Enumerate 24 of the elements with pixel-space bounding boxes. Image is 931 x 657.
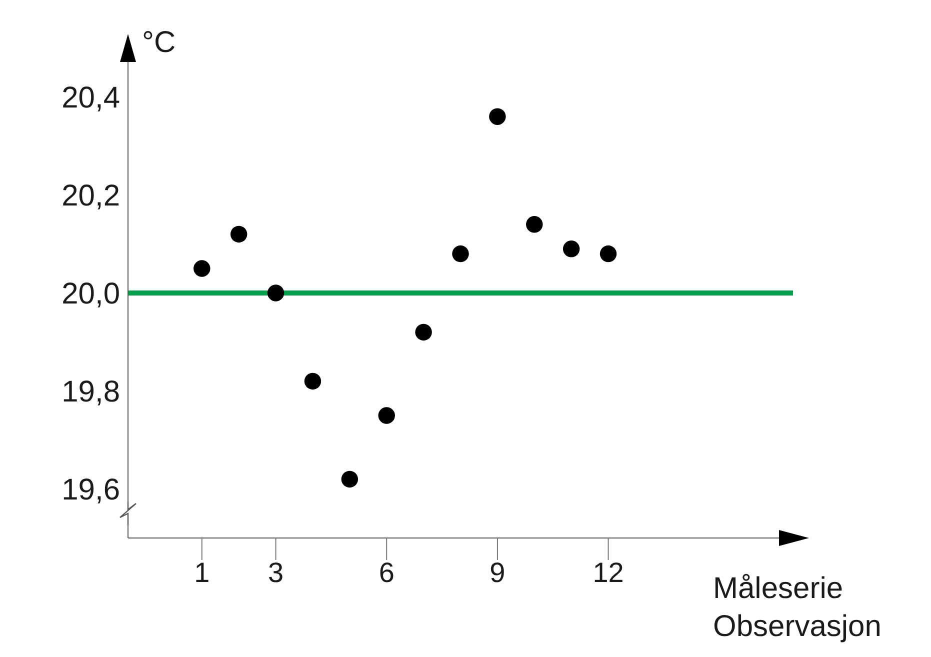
y-tick-label: 20,4 [62, 82, 120, 115]
point [341, 470, 358, 488]
point [452, 245, 469, 262]
point [600, 245, 617, 262]
y-tick-label: 20,2 [62, 180, 120, 213]
x-tick-label: 1 [194, 556, 210, 588]
x-tick-label: 12 [592, 556, 624, 588]
point [415, 324, 432, 341]
point [304, 372, 322, 390]
y-tick-label: 20,0 [62, 278, 120, 311]
y-tick-label: 19,8 [62, 376, 120, 409]
x-axis-title: Måleserie Observasjon [713, 572, 882, 643]
point [194, 260, 210, 277]
point [526, 216, 543, 233]
point [230, 226, 248, 243]
point [378, 407, 395, 424]
point [489, 108, 506, 125]
y-axis-title: °C [142, 26, 176, 59]
x-tick-label: 9 [490, 556, 506, 588]
point [562, 240, 580, 258]
x-tick-label: 3 [268, 556, 284, 588]
y-tick-label: 19,6 [62, 474, 120, 507]
point [267, 284, 284, 302]
x-tick-label: 6 [378, 556, 394, 588]
